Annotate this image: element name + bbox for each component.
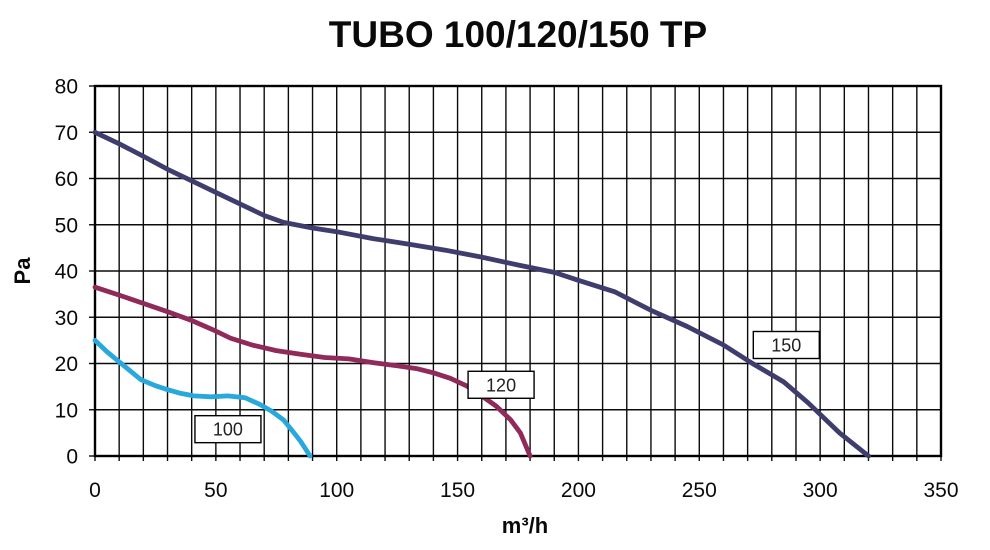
x-tick-label: 0 <box>89 479 101 502</box>
x-tick-label: 250 <box>682 479 717 502</box>
series-label-120: 120 <box>467 370 535 399</box>
y-tick-labels: 0 10 20 30 40 50 60 70 80 <box>55 76 78 469</box>
series-label-150: 150 <box>752 330 821 360</box>
y-tick-label: 30 <box>55 307 78 330</box>
series-label-box <box>752 330 821 360</box>
y-tick-label: 60 <box>55 168 78 191</box>
series-line-120 <box>92 284 533 459</box>
series-label-text: 120 <box>486 375 516 395</box>
x-axis-title: m³/h <box>501 513 549 538</box>
x-tick-label: 150 <box>440 479 475 502</box>
y-tick-label: 20 <box>55 353 78 376</box>
x-tick-label: 100 <box>319 479 354 502</box>
series-line-150 <box>92 129 871 459</box>
plot-border <box>93 84 943 458</box>
y-tick-label: 50 <box>55 214 78 237</box>
series-label-100: 100 <box>194 414 262 444</box>
y-tick-label: 40 <box>55 261 78 284</box>
series-line-100 <box>92 338 313 459</box>
x-tick-labels: 0 50 100 150 200 250 300 350 <box>89 479 958 502</box>
grid-lines <box>94 85 942 457</box>
x-tick-label: 350 <box>923 479 958 502</box>
y-axis-title: Pa <box>10 257 35 285</box>
chart-title: TUBO 100/120/150 TP <box>328 14 708 55</box>
series-label-box <box>467 370 535 399</box>
series-label-box <box>194 414 262 444</box>
y-tick-label: 10 <box>55 399 78 422</box>
x-tick-label: 50 <box>204 479 227 502</box>
y-tick-label: 70 <box>55 122 78 145</box>
x-tick-label: 200 <box>561 479 596 502</box>
y-tick-label: 80 <box>55 76 78 99</box>
x-tick-label: 300 <box>803 479 838 502</box>
series-label-text: 150 <box>771 336 801 356</box>
y-tick-label: 0 <box>66 446 78 469</box>
series-label-text: 100 <box>213 420 243 440</box>
